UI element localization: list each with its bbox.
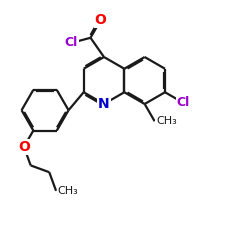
Text: N: N <box>98 97 110 111</box>
Text: O: O <box>18 140 30 154</box>
Text: Cl: Cl <box>177 96 190 109</box>
Text: CH₃: CH₃ <box>156 116 177 126</box>
Text: Cl: Cl <box>64 36 78 50</box>
Text: O: O <box>94 14 106 28</box>
Text: CH₃: CH₃ <box>57 186 78 196</box>
